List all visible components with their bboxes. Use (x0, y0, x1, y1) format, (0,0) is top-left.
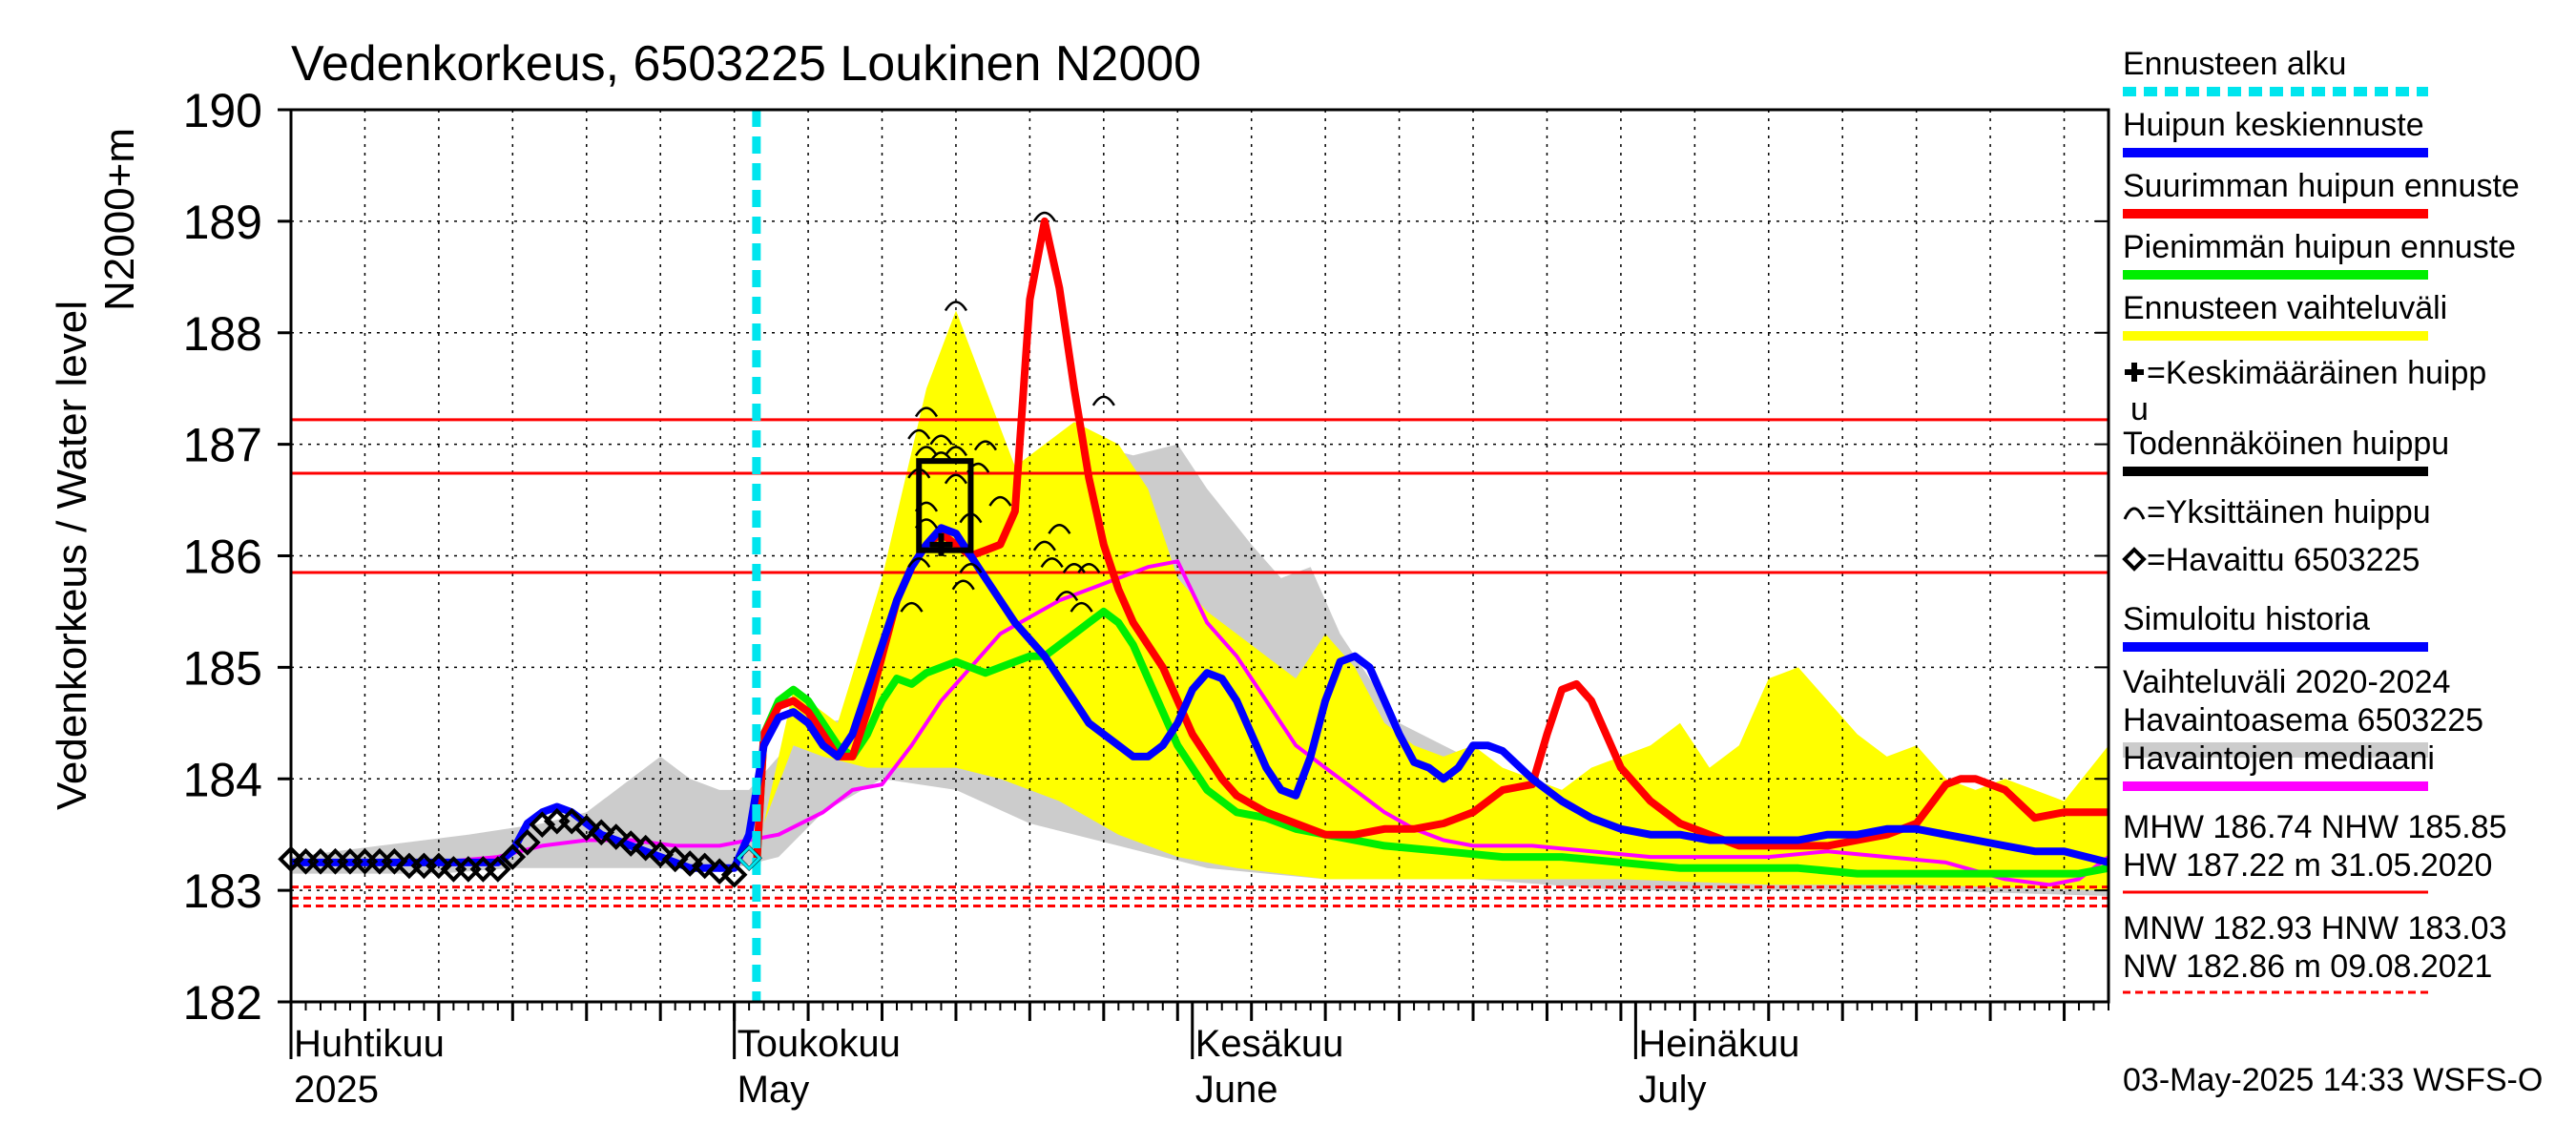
observed-point (720, 861, 748, 888)
single-peak-marker (951, 579, 975, 591)
stats-nw: NW 182.86 m 09.08.2021 (2123, 948, 2492, 985)
observed-point (691, 852, 718, 880)
legend-label: =Keskimääräinen huipp (2147, 355, 2486, 391)
month-label: Kesäkuu (1195, 1023, 1344, 1065)
single-peak-marker (1062, 562, 1086, 573)
single-peak-marker (907, 557, 931, 569)
y-tick-label: 182 (183, 976, 262, 1030)
single-peak-marker (1040, 557, 1064, 569)
single-peak-marker (914, 446, 939, 457)
series-line (291, 559, 2109, 887)
single-peak-marker (900, 601, 924, 613)
legend-label: =Havaittu 6503225 (2147, 542, 2420, 578)
single-peak-marker (1070, 601, 1093, 613)
legend-arc-icon (2123, 507, 2146, 520)
y-tick-label: 184 (183, 753, 262, 806)
legend-label: Havaintoasema 6503225 (2123, 702, 2483, 739)
chart-title: Vedenkorkeus, 6503225 Loukinen N2000 (291, 36, 1201, 92)
series-line (716, 524, 2109, 872)
month-label-en: May (737, 1069, 810, 1111)
y-tick-label: 190 (183, 84, 262, 137)
observed-point (632, 834, 659, 862)
range-bands (291, 310, 2109, 896)
markers (278, 211, 1115, 888)
series-line (752, 607, 2109, 878)
stats-mhw-nhw: MHW 186.74 NHW 185.85 (2123, 809, 2507, 845)
legend-label: Huipun keskiennuste (2123, 107, 2424, 143)
observed-point (499, 843, 527, 870)
y-tick-label: 186 (183, 531, 262, 584)
legend-label: =Yksittäinen huippu (2147, 494, 2431, 531)
observed-point (426, 852, 452, 880)
legend-label: Havaintojen mediaani (2123, 740, 2435, 777)
single-peak-marker (944, 301, 968, 312)
observed-point (676, 850, 703, 877)
single-peak-marker (959, 562, 983, 573)
y-tick-label: 189 (183, 196, 262, 249)
observed-point (381, 847, 408, 875)
single-peak-marker (907, 428, 931, 440)
legend-diamond-icon (2122, 547, 2147, 572)
y-axis-unit-label: N2000+m (96, 128, 143, 311)
probable-peak-box (916, 458, 974, 553)
stats-mnw-hnw: MNW 182.93 HNW 183.03 (2123, 910, 2507, 947)
observed-point (513, 829, 541, 856)
observed-point (485, 856, 511, 883)
observed-point (572, 814, 600, 842)
legend-label: Pienimmän huipun ennuste (2123, 229, 2516, 265)
single-peak-marker (944, 446, 968, 457)
single-peak-marker (1048, 524, 1071, 534)
single-peak-marker (1055, 591, 1079, 602)
observed-point-latest (737, 845, 762, 871)
legend-label: Suurimman huipun ennuste (2123, 168, 2520, 204)
observed-point (647, 841, 675, 868)
single-peak-marker (944, 473, 968, 485)
stats-hw: HW 187.22 m 31.05.2020 (2123, 847, 2492, 884)
observed-point (617, 830, 645, 857)
single-peak-marker (1032, 211, 1056, 222)
month-label: Toukokuu (737, 1023, 901, 1065)
single-peak-marker (1077, 562, 1101, 573)
single-peak-marker (929, 434, 953, 446)
observed-point (661, 845, 689, 873)
month-label-en: July (1638, 1069, 1706, 1111)
month-label-en: June (1195, 1069, 1278, 1111)
y-tick-label: 187 (183, 419, 262, 472)
reference-lines (291, 418, 2109, 907)
y-axis-label: Vedenkorkeus / Water level (49, 301, 95, 810)
observed-point (558, 807, 586, 835)
single-peak-marker (1091, 395, 1115, 406)
single-peak-marker (988, 495, 1012, 507)
y-tick-label: 185 (183, 641, 262, 695)
month-label: Huhtikuu (294, 1023, 445, 1065)
forecast-range-band (763, 310, 2109, 891)
observed-point (588, 819, 615, 846)
legend-label: u (2130, 391, 2149, 427)
legend-label: Vaihteluväli 2020-2024 (2123, 664, 2450, 700)
single-peak-marker (1032, 540, 1056, 552)
legend-label: Todennäköinen huippu (2123, 426, 2449, 462)
single-peak-marker (914, 406, 939, 418)
month-label: Heinäkuu (1638, 1023, 1799, 1065)
observed-point (706, 858, 733, 885)
legend-label: Simuloitu historia (2123, 601, 2370, 637)
single-peak-marker (973, 440, 997, 451)
observed-point (602, 823, 630, 850)
timestamp: 03-May-2025 14:33 WSFS-O (2123, 1062, 2543, 1098)
y-tick-label: 188 (183, 307, 262, 361)
legend-label: Ennusteen alku (2123, 46, 2346, 82)
legend-label: Ennusteen vaihteluväli (2123, 290, 2447, 326)
legend: Ennusteen alku Huipun keskiennuste Suurimm… (2122, 46, 2520, 994)
month-label-en: 2025 (294, 1069, 379, 1111)
y-tick-label: 183 (183, 864, 262, 918)
